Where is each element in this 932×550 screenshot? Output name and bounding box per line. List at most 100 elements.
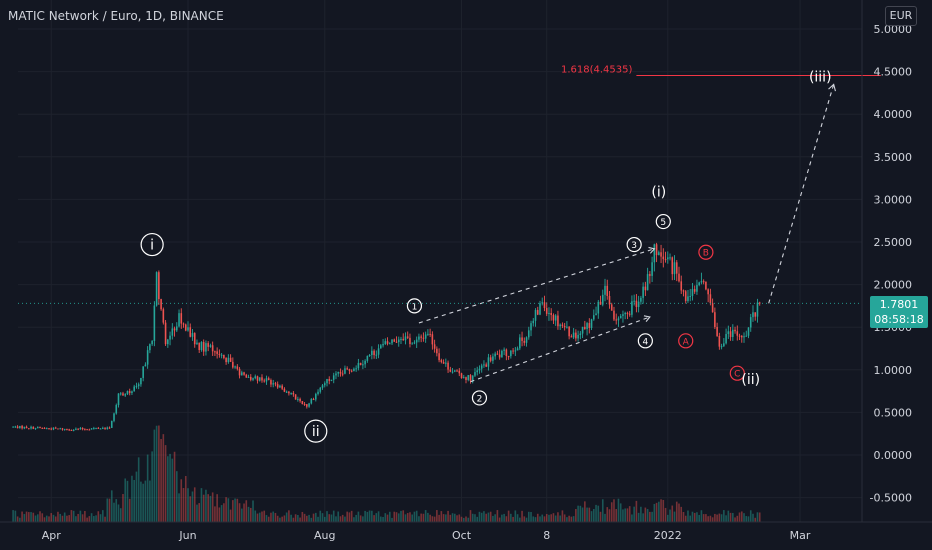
candle-body [743,336,745,338]
candle-body [613,310,615,320]
candle-body [375,354,378,356]
volume-bar [557,512,559,522]
volume-bar [323,516,326,522]
candle-body [604,285,606,295]
candle-body [404,336,407,341]
candle-body [673,262,676,275]
candle-body [557,315,559,327]
volume-bar [568,515,570,522]
candle-body [131,391,133,394]
volume-bar [597,505,600,522]
candle-body [283,388,286,392]
candle-body [736,331,739,336]
volume-bar [700,510,703,522]
x-axis-tick-label: 8 [543,529,550,542]
last-price-badge: 1.7801 08:58:18 [870,296,928,328]
candle-body [601,294,604,305]
candle-body [12,426,14,428]
candle-body [584,326,586,330]
candle-body [323,383,326,386]
candle-body [34,428,37,430]
volume-bar [196,504,198,522]
candle-body [72,429,75,431]
volume-bar [478,511,481,522]
volume-bar [135,471,138,522]
volume-bar [106,498,109,522]
candle-body [28,428,30,430]
volume-bar [483,511,485,522]
volume-bar [328,514,331,522]
candle-body [687,296,689,302]
volume-bar [178,493,180,522]
volume-bar [173,451,176,522]
candle-body [339,372,342,374]
volume-bar [689,515,692,522]
volume-bar [146,454,149,522]
volume-bar [45,515,48,522]
candle-body [752,312,754,318]
candle-body [348,369,351,371]
candle-body [494,353,496,357]
volume-bar [709,515,712,522]
candle-body [649,274,651,276]
candle-body [579,333,582,335]
candle-body [386,341,389,344]
volume-bar [175,471,178,522]
candle-body [133,386,135,392]
candle-body [220,354,223,356]
volume-bar [615,509,618,522]
volume-bar [297,514,299,522]
y-axis-tick-label: -0.5000 [870,492,912,505]
candle-body [52,427,55,430]
volume-bar [492,515,494,522]
candle-body [63,428,66,430]
volume-bar [16,516,19,522]
volume-bar [28,512,30,522]
currency-selector[interactable]: EUR [885,6,917,26]
volume-bar [207,494,209,522]
candle-body [512,350,514,352]
volume-bar [52,514,55,522]
candle-body [536,310,539,315]
candle-body [303,404,306,406]
volume-bar [66,515,68,522]
candle-body [308,403,310,407]
volume-bar [586,507,588,522]
volume-bar [532,516,535,522]
wave-marker [471,390,488,406]
candle-body [631,301,633,315]
volume-bar [198,503,201,522]
volume-bar [332,510,335,522]
candle-body [256,376,259,381]
candle-body [66,428,68,430]
candle-body [57,428,59,430]
volume-bar [460,516,463,522]
volume-bar [745,516,748,522]
candle-body [140,377,142,385]
volume-bar [467,517,470,522]
candle-body [606,285,609,296]
volume-bar [335,516,337,522]
y-axis-tick-label: 0.0000 [874,449,913,462]
volume-bar [617,498,620,522]
volume-bar [438,514,440,522]
volume-bar [227,498,230,522]
volume-bar [447,510,449,522]
volume-bar [84,511,86,522]
volume-bar [402,510,405,522]
candle-body [684,291,687,302]
volume-bar [337,511,340,522]
volume-bar [155,425,158,522]
volume-bar [223,503,225,522]
candle-body [330,379,333,381]
candle-body [658,252,660,256]
candle-body [216,351,218,354]
volume-bar [691,511,694,522]
volume-bar [696,512,698,522]
volume-bar [77,513,79,522]
candle-body [545,308,548,314]
candle-body [521,337,523,341]
volume-bar [563,514,566,522]
candle-body [566,326,568,328]
